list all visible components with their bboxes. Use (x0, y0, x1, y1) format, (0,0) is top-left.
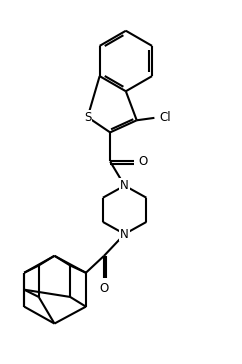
Text: N: N (120, 228, 129, 241)
Text: O: O (139, 155, 148, 168)
Text: N: N (120, 179, 129, 192)
Text: O: O (99, 282, 109, 296)
Text: Cl: Cl (160, 111, 171, 124)
Text: S: S (84, 111, 91, 124)
